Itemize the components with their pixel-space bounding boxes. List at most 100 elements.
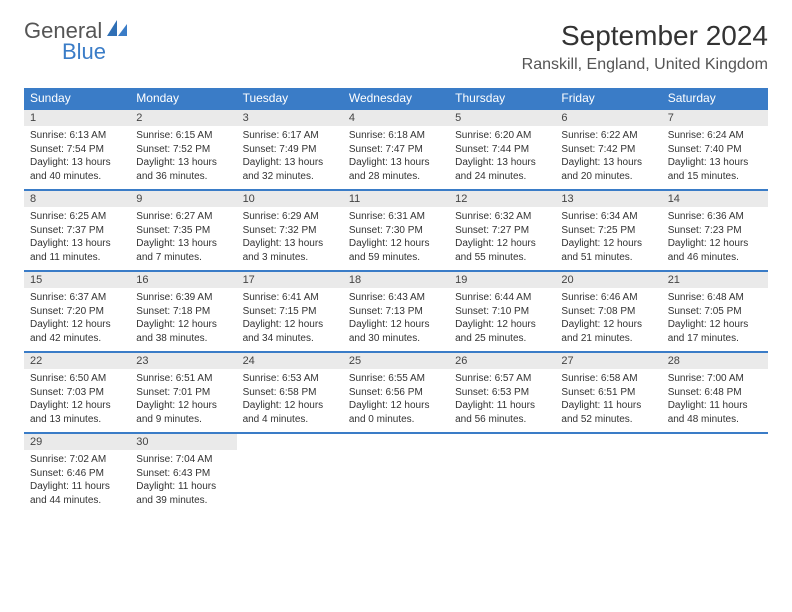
calendar-cell: 10Sunrise: 6:29 AMSunset: 7:32 PMDayligh… [237,190,343,271]
day-details: Sunrise: 6:46 AMSunset: 7:08 PMDaylight:… [555,288,661,351]
title-block: September 2024 Ranskill, England, United… [522,20,768,84]
sunrise-text: Sunrise: 6:34 AM [561,210,655,224]
daylight-text-1: Daylight: 13 hours [136,237,230,251]
calendar-cell: 3Sunrise: 6:17 AMSunset: 7:49 PMDaylight… [237,109,343,190]
day-details: Sunrise: 6:31 AMSunset: 7:30 PMDaylight:… [343,207,449,270]
location-text: Ranskill, England, United Kingdom [522,56,768,74]
daylight-text-1: Daylight: 13 hours [30,156,124,170]
sunrise-text: Sunrise: 6:53 AM [243,372,337,386]
daylight-text-1: Daylight: 12 hours [243,318,337,332]
daylight-text-2: and 56 minutes. [455,413,549,427]
day-details: Sunrise: 6:55 AMSunset: 6:56 PMDaylight:… [343,369,449,432]
calendar-table: Sunday Monday Tuesday Wednesday Thursday… [24,88,768,513]
day-number: 20 [555,272,661,288]
day-details: Sunrise: 6:51 AMSunset: 7:01 PMDaylight:… [130,369,236,432]
day-number: 7 [662,110,768,126]
daylight-text-2: and 59 minutes. [349,251,443,265]
calendar-cell: 16Sunrise: 6:39 AMSunset: 7:18 PMDayligh… [130,271,236,352]
daylight-text-2: and 55 minutes. [455,251,549,265]
daylight-text-1: Daylight: 12 hours [136,399,230,413]
day-number: 1 [24,110,130,126]
daylight-text-1: Daylight: 12 hours [349,237,443,251]
sunrise-text: Sunrise: 6:44 AM [455,291,549,305]
day-details: Sunrise: 6:37 AMSunset: 7:20 PMDaylight:… [24,288,130,351]
sunrise-text: Sunrise: 6:51 AM [136,372,230,386]
sunrise-text: Sunrise: 6:43 AM [349,291,443,305]
calendar-cell: 6Sunrise: 6:22 AMSunset: 7:42 PMDaylight… [555,109,661,190]
calendar-cell: 23Sunrise: 6:51 AMSunset: 7:01 PMDayligh… [130,352,236,433]
daylight-text-1: Daylight: 13 hours [243,237,337,251]
daylight-text-1: Daylight: 12 hours [30,318,124,332]
day-number: 4 [343,110,449,126]
sunset-text: Sunset: 7:08 PM [561,305,655,319]
calendar-cell: 30Sunrise: 7:04 AMSunset: 6:43 PMDayligh… [130,433,236,513]
sunrise-text: Sunrise: 6:41 AM [243,291,337,305]
sunset-text: Sunset: 6:46 PM [30,467,124,481]
day-details: Sunrise: 6:48 AMSunset: 7:05 PMDaylight:… [662,288,768,351]
day-details: Sunrise: 6:43 AMSunset: 7:13 PMDaylight:… [343,288,449,351]
sunset-text: Sunset: 6:56 PM [349,386,443,400]
daylight-text-2: and 40 minutes. [30,170,124,184]
day-details: Sunrise: 6:18 AMSunset: 7:47 PMDaylight:… [343,126,449,189]
calendar-cell: 14Sunrise: 6:36 AMSunset: 7:23 PMDayligh… [662,190,768,271]
sunrise-text: Sunrise: 7:02 AM [30,453,124,467]
weekday-header: Monday [130,88,236,109]
weekday-header: Sunday [24,88,130,109]
sunrise-text: Sunrise: 7:00 AM [668,372,762,386]
day-number: 28 [662,353,768,369]
sunset-text: Sunset: 7:25 PM [561,224,655,238]
calendar-cell: 5Sunrise: 6:20 AMSunset: 7:44 PMDaylight… [449,109,555,190]
calendar-row: 1Sunrise: 6:13 AMSunset: 7:54 PMDaylight… [24,109,768,190]
daylight-text-1: Daylight: 12 hours [455,237,549,251]
daylight-text-1: Daylight: 13 hours [668,156,762,170]
day-details: Sunrise: 6:39 AMSunset: 7:18 PMDaylight:… [130,288,236,351]
day-number: 21 [662,272,768,288]
daylight-text-1: Daylight: 12 hours [668,237,762,251]
day-number: 23 [130,353,236,369]
sunrise-text: Sunrise: 6:48 AM [668,291,762,305]
sunset-text: Sunset: 7:20 PM [30,305,124,319]
sunset-text: Sunset: 7:18 PM [136,305,230,319]
daylight-text-1: Daylight: 11 hours [455,399,549,413]
daylight-text-2: and 34 minutes. [243,332,337,346]
daylight-text-1: Daylight: 13 hours [30,237,124,251]
daylight-text-2: and 7 minutes. [136,251,230,265]
calendar-cell: 22Sunrise: 6:50 AMSunset: 7:03 PMDayligh… [24,352,130,433]
daylight-text-2: and 39 minutes. [136,494,230,508]
sunrise-text: Sunrise: 6:55 AM [349,372,443,386]
sunrise-text: Sunrise: 7:04 AM [136,453,230,467]
sunset-text: Sunset: 7:10 PM [455,305,549,319]
day-details: Sunrise: 6:15 AMSunset: 7:52 PMDaylight:… [130,126,236,189]
daylight-text-2: and 51 minutes. [561,251,655,265]
sunrise-text: Sunrise: 6:36 AM [668,210,762,224]
sunset-text: Sunset: 7:52 PM [136,143,230,157]
daylight-text-1: Daylight: 11 hours [561,399,655,413]
weekday-header: Tuesday [237,88,343,109]
calendar-row: 8Sunrise: 6:25 AMSunset: 7:37 PMDaylight… [24,190,768,271]
daylight-text-2: and 30 minutes. [349,332,443,346]
calendar-cell: 19Sunrise: 6:44 AMSunset: 7:10 PMDayligh… [449,271,555,352]
day-number: 30 [130,434,236,450]
day-number: 9 [130,191,236,207]
calendar-cell: 7Sunrise: 6:24 AMSunset: 7:40 PMDaylight… [662,109,768,190]
month-title: September 2024 [522,20,768,52]
day-number: 15 [24,272,130,288]
daylight-text-2: and 46 minutes. [668,251,762,265]
calendar-cell: .. [449,433,555,513]
day-details: Sunrise: 6:53 AMSunset: 6:58 PMDaylight:… [237,369,343,432]
daylight-text-2: and 13 minutes. [30,413,124,427]
day-details: Sunrise: 6:13 AMSunset: 7:54 PMDaylight:… [24,126,130,189]
sunrise-text: Sunrise: 6:37 AM [30,291,124,305]
calendar-row: 15Sunrise: 6:37 AMSunset: 7:20 PMDayligh… [24,271,768,352]
day-number: 6 [555,110,661,126]
daylight-text-2: and 20 minutes. [561,170,655,184]
day-details: Sunrise: 6:32 AMSunset: 7:27 PMDaylight:… [449,207,555,270]
calendar-body: 1Sunrise: 6:13 AMSunset: 7:54 PMDaylight… [24,109,768,513]
day-details: Sunrise: 6:57 AMSunset: 6:53 PMDaylight:… [449,369,555,432]
daylight-text-1: Daylight: 11 hours [668,399,762,413]
day-details: Sunrise: 7:02 AMSunset: 6:46 PMDaylight:… [24,450,130,513]
day-number: 3 [237,110,343,126]
sunrise-text: Sunrise: 6:29 AM [243,210,337,224]
sunset-text: Sunset: 7:05 PM [668,305,762,319]
day-details: Sunrise: 6:29 AMSunset: 7:32 PMDaylight:… [237,207,343,270]
